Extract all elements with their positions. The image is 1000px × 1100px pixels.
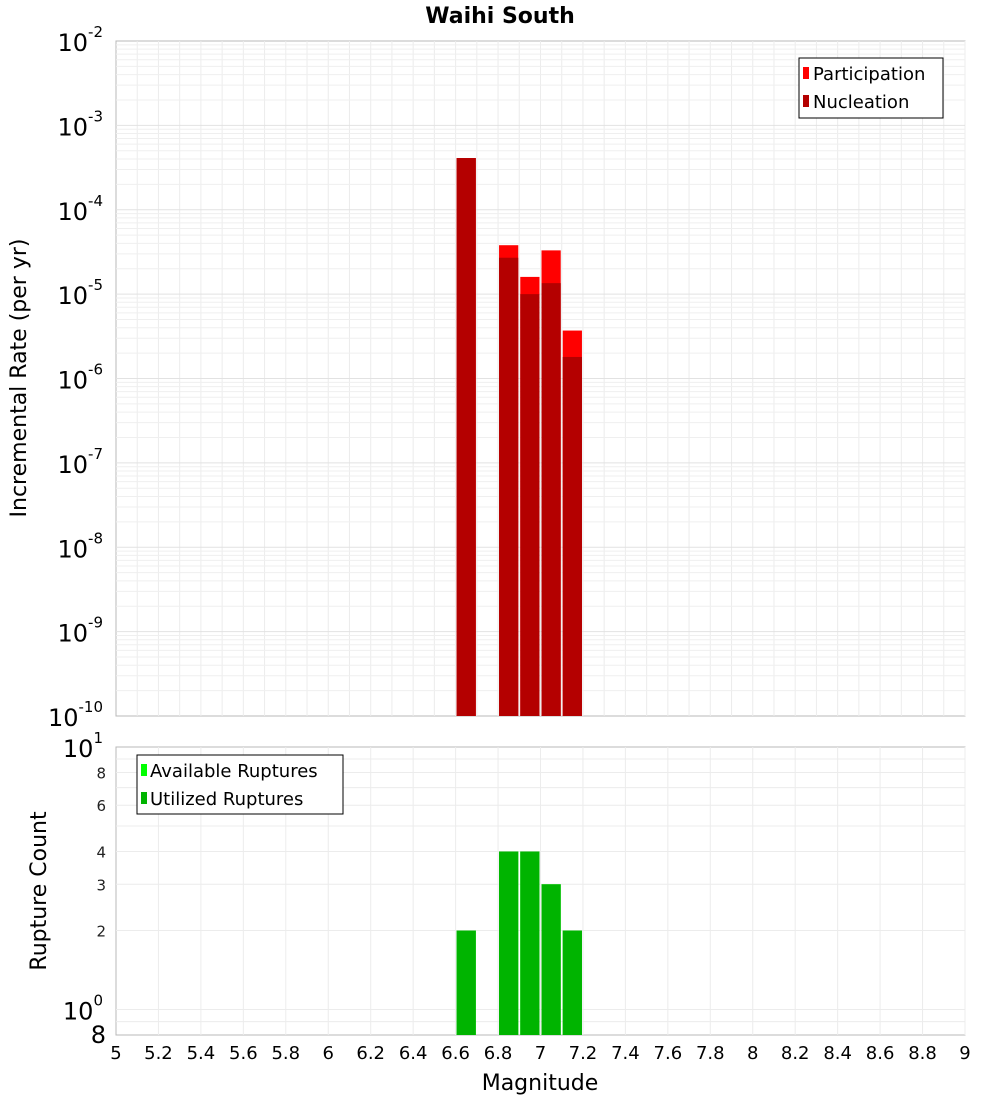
nucleation-bar xyxy=(456,158,476,716)
nucleation-bar xyxy=(562,356,582,716)
x-ticks: 5 5.2 5.4 5.6 5.8 6 6.2 6.4 6.6 6.8 7 7.2 7.4 7.6 7.8 8… xyxy=(110,1043,970,1064)
x-tick-label: 6.6 xyxy=(441,1043,470,1064)
count-y-tick-major: 101 xyxy=(63,729,103,763)
count-bars xyxy=(456,851,582,1035)
y-tick-label: 10-7 xyxy=(57,445,103,479)
count-y-tick-minor: 4 xyxy=(96,843,106,861)
rate-y-axis-label: Incremental Rate (per yr) xyxy=(7,239,32,518)
rate-y-ticks: 10-10 10-9 10-8 10-7 10-6 10-5 10-4 10-3 10-2 xyxy=(48,23,103,732)
x-tick-label: 8.4 xyxy=(823,1043,852,1064)
count-y-tick-major: 100 xyxy=(63,992,103,1026)
x-tick-label: 8.2 xyxy=(781,1043,810,1064)
x-tick-label: 6.8 xyxy=(484,1043,513,1064)
nucleation-bar xyxy=(541,283,561,716)
y-tick-label: 10-9 xyxy=(57,614,103,648)
x-tick-label: 6 xyxy=(323,1043,334,1064)
x-tick-label: 8 xyxy=(747,1043,758,1064)
x-tick-label: 7.2 xyxy=(569,1043,598,1064)
utilized-ruptures-bar xyxy=(499,851,519,1035)
legend-label-available: Available Ruptures xyxy=(150,761,318,782)
y-tick-label: 10-2 xyxy=(57,23,103,57)
chart-title: Waihi South xyxy=(425,4,575,29)
x-tick-label: 8.6 xyxy=(866,1043,895,1064)
rate-bars xyxy=(456,158,582,717)
y-tick-label: 10-3 xyxy=(57,107,103,141)
x-tick-label: 6.2 xyxy=(356,1043,385,1064)
y-tick-label: 10-4 xyxy=(57,192,103,226)
count-legend: Available Ruptures Utilized Ruptures xyxy=(136,754,344,815)
x-tick-label: 5.2 xyxy=(144,1043,173,1064)
rate-panel: 10-10 10-9 10-8 10-7 10-6 10-5 10-4 10-3 10-2 In… xyxy=(7,23,966,732)
utilized-ruptures-bar xyxy=(562,930,582,1035)
count-y-tick-minor: 6 xyxy=(96,797,106,815)
x-tick-label: 7.8 xyxy=(696,1043,725,1064)
y-tick-label: 10-6 xyxy=(57,361,103,395)
legend-label-utilized: Utilized Ruptures xyxy=(150,789,303,810)
y-tick-label: 10-10 xyxy=(48,698,103,732)
x-tick-label: 7.4 xyxy=(611,1043,640,1064)
x-tick-label: 9 xyxy=(959,1043,970,1064)
legend-label-participation: Participation xyxy=(813,64,925,85)
x-tick-label: 5.8 xyxy=(271,1043,300,1064)
legend-swatch-nucleation xyxy=(803,95,809,107)
legend-swatch-participation xyxy=(803,67,809,79)
x-tick-label: 5 xyxy=(110,1043,121,1064)
count-y-tick-minor: 3 xyxy=(96,876,106,894)
count-y-tick-minor: 8 xyxy=(91,1021,106,1049)
rate-legend: Participation Nucleation xyxy=(798,57,944,119)
utilized-ruptures-bar xyxy=(520,851,540,1035)
nucleation-bar xyxy=(499,257,519,716)
y-tick-label: 10-5 xyxy=(57,276,103,310)
legend-label-nucleation: Nucleation xyxy=(813,92,909,113)
x-tick-label: 5.6 xyxy=(229,1043,258,1064)
x-tick-label: 5.4 xyxy=(187,1043,216,1064)
legend-swatch-available xyxy=(141,764,147,776)
count-y-tick-minor: 8 xyxy=(96,764,106,782)
x-tick-label: 7 xyxy=(535,1043,546,1064)
count-legend-box xyxy=(136,754,344,815)
count-y-axis-label: Rupture Count xyxy=(27,811,52,971)
x-tick-label: 8.8 xyxy=(908,1043,937,1064)
nucleation-bar xyxy=(520,294,540,716)
count-y-tick-minor: 2 xyxy=(96,923,106,941)
utilized-ruptures-bar xyxy=(541,884,561,1035)
x-tick-label: 7.6 xyxy=(654,1043,683,1064)
x-axis-label: Magnitude xyxy=(482,1071,599,1096)
x-tick-label: 6.4 xyxy=(399,1043,428,1064)
legend-swatch-utilized xyxy=(141,792,147,804)
utilized-ruptures-bar xyxy=(456,930,476,1035)
rate-grid xyxy=(116,41,966,716)
y-tick-label: 10-8 xyxy=(57,529,103,563)
rate-legend-box xyxy=(798,57,944,119)
